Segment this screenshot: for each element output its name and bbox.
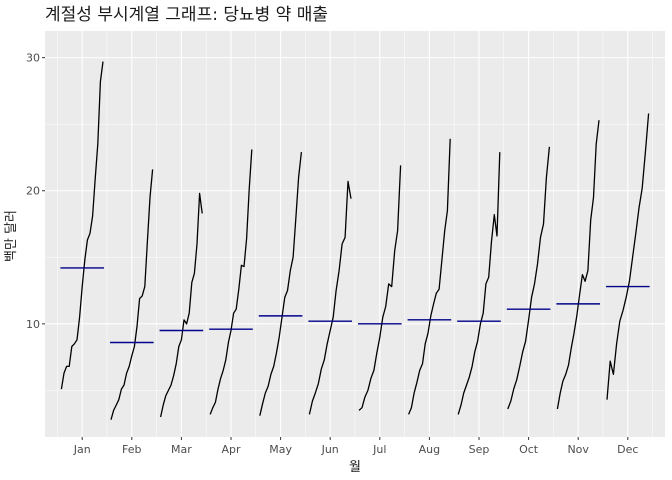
series-line-jan	[60, 61, 104, 390]
x-tick-label: Jan	[73, 443, 91, 456]
x-tick-label: Jun	[321, 443, 339, 456]
series-line-jun	[308, 180, 352, 415]
x-tick-label: May	[269, 443, 292, 456]
series-line-aug	[408, 138, 451, 415]
series-line-sep	[457, 152, 501, 415]
chart-title: 계절성 부시계열 그래프: 당뇨병 약 매출	[45, 5, 328, 25]
x-tick-label: Apr	[221, 443, 241, 456]
series-line-nov	[556, 120, 600, 410]
y-tick-label: 20	[26, 185, 40, 198]
x-tick-label: Oct	[519, 443, 539, 456]
x-tick-label: Dec	[617, 443, 638, 456]
y-axis-title: 백만 달러	[4, 210, 19, 262]
plot-area: 10 20 30 Jan Feb Mar Apr May Jun Jul Aug Sep Oct Nov D…	[26, 31, 665, 456]
x-tick-label: Nov	[567, 443, 589, 456]
series-line-may	[259, 152, 303, 416]
y-tick-label: 30	[26, 52, 40, 65]
series-line-mar	[159, 192, 203, 418]
x-tick-label: Aug	[419, 443, 440, 456]
series-line-jul	[358, 165, 402, 411]
series-line-oct	[507, 146, 551, 410]
series-line-apr	[209, 149, 253, 415]
x-tick-label: Jul	[372, 443, 386, 456]
series-line-feb	[110, 169, 154, 420]
x-axis-title: 월	[349, 460, 361, 475]
x-tick-label: Mar	[171, 443, 192, 456]
series-line-dec	[606, 113, 650, 400]
y-tick-label: 10	[26, 318, 40, 331]
x-tick-label: Feb	[122, 443, 141, 456]
x-tick-label: Sep	[469, 443, 490, 456]
